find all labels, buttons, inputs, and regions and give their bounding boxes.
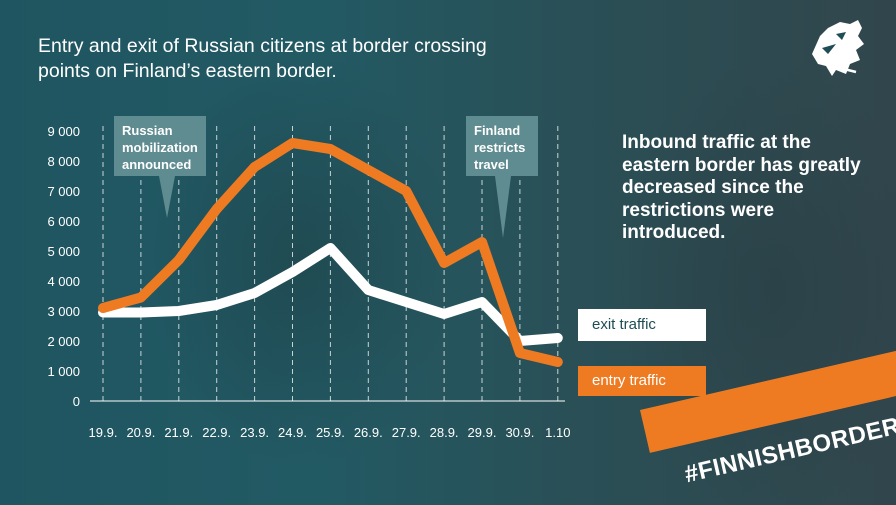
annotation-mobilization: Russian mobilization announced — [114, 116, 206, 176]
x-tick-label: 24.9. — [278, 425, 307, 440]
y-tick-label: 5 000 — [47, 244, 80, 259]
y-tick-label: 7 000 — [47, 184, 80, 199]
y-tick-label: 2 000 — [47, 334, 80, 349]
y-tick-label: 3 000 — [47, 304, 80, 319]
summary-text: Inbound traffic at the eastern border ha… — [622, 132, 861, 243]
legend-entry-traffic: entry traffic — [578, 366, 706, 396]
x-tick-label: 26.9. — [354, 425, 383, 440]
callout-pointer-left — [159, 176, 175, 218]
y-tick-label: 6 000 — [47, 214, 80, 229]
y-tick-label: 4 000 — [47, 274, 80, 289]
x-tick-label: 28.9. — [430, 425, 459, 440]
x-tick-label: 23.9. — [240, 425, 269, 440]
series-line-exit — [98, 243, 563, 346]
x-tick-label: 19.9. — [89, 425, 118, 440]
x-tick-label: 22.9. — [202, 425, 231, 440]
x-tick-label: 29.9. — [468, 425, 497, 440]
series-line-entry — [98, 138, 563, 367]
y-tick-label: 9 000 — [47, 124, 80, 139]
lion-head-logo-icon — [812, 20, 864, 76]
chart-title: Entry and exit of Russian citizens at bo… — [38, 35, 487, 82]
x-tick-label: 1.10 — [545, 425, 570, 440]
x-tick-label: 25.9. — [316, 425, 345, 440]
callout-pointer-right — [495, 176, 511, 238]
y-tick-label: 1 000 — [47, 364, 80, 379]
x-tick-label: 27.9. — [392, 425, 421, 440]
x-tick-label: 20.9. — [126, 425, 155, 440]
annotation-restrictions: Finland restricts travel — [466, 116, 538, 176]
x-tick-label: 30.9. — [505, 425, 534, 440]
x-tick-label: 21.9. — [164, 425, 193, 440]
y-tick-label: 8 000 — [47, 154, 80, 169]
y-tick-label: 0 — [73, 394, 80, 409]
legend-exit-traffic: exit traffic — [578, 309, 706, 341]
